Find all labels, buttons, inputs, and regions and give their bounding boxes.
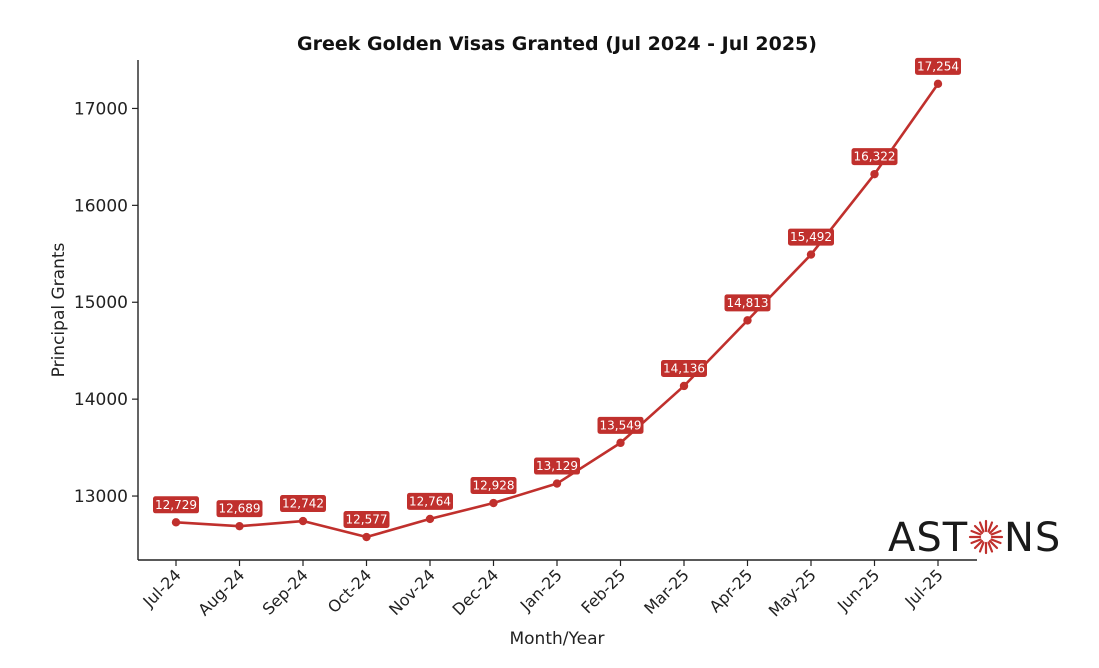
data-label-text: 12,742 bbox=[282, 497, 324, 511]
y-axis-label: Principal Grants bbox=[49, 243, 69, 378]
data-label: 12,928 bbox=[470, 477, 517, 495]
data-label-box bbox=[597, 416, 644, 434]
x-tick-label: Apr-25 bbox=[706, 565, 757, 616]
data-label-box bbox=[280, 495, 326, 513]
chart-title: Greek Golden Visas Granted (Jul 2024 - J… bbox=[297, 33, 817, 55]
x-tick-label: Jul-25 bbox=[901, 565, 947, 611]
x-tick-label: May-25 bbox=[765, 565, 820, 620]
data-label-text: 15,492 bbox=[790, 230, 832, 244]
data-label-text: 14,813 bbox=[727, 296, 769, 310]
y-tick-label: 17000 bbox=[74, 99, 128, 119]
data-label-text: 13,549 bbox=[600, 418, 642, 432]
data-point bbox=[489, 498, 498, 508]
series-line-group bbox=[171, 79, 943, 542]
data-label: 13,129 bbox=[534, 457, 580, 475]
x-tick-label: Mar-25 bbox=[640, 565, 693, 618]
y-tick-label: 16000 bbox=[74, 196, 128, 216]
data-label: 12,689 bbox=[216, 500, 263, 518]
x-tick-label: Feb-25 bbox=[577, 565, 629, 617]
data-label-box bbox=[534, 457, 580, 475]
data-point bbox=[743, 316, 752, 325]
data-label: 16,322 bbox=[851, 148, 898, 166]
data-point bbox=[806, 250, 816, 259]
data-label: 14,136 bbox=[661, 359, 707, 377]
data-point bbox=[616, 438, 625, 448]
x-tick-label: Nov-24 bbox=[385, 565, 439, 619]
y-ticks: 13000 14000 15000 16000 17000 bbox=[74, 99, 138, 507]
data-label-text: 12,729 bbox=[155, 498, 197, 512]
x-tick-label: Jul-24 bbox=[139, 565, 185, 611]
data-label-box bbox=[407, 492, 453, 510]
data-label-text: 12,689 bbox=[219, 502, 261, 516]
x-tick-label: Aug-24 bbox=[194, 565, 248, 619]
data-point bbox=[362, 532, 371, 542]
data-label-text: 16,322 bbox=[854, 150, 896, 164]
data-label-box bbox=[724, 294, 771, 312]
data-point bbox=[552, 479, 562, 488]
data-label-box bbox=[788, 228, 834, 246]
data-label: 15,492 bbox=[788, 228, 834, 246]
data-label-text: 13,129 bbox=[536, 459, 578, 473]
x-tick-label: Jan-25 bbox=[516, 565, 566, 615]
logo-text-left: AST bbox=[888, 515, 968, 561]
data-point bbox=[679, 381, 689, 391]
data-label-box bbox=[470, 477, 517, 495]
x-axis-label: Month/Year bbox=[509, 629, 604, 649]
data-point bbox=[298, 516, 308, 526]
data-label-box bbox=[216, 500, 263, 518]
data-labels-group: 12,729 12,689 12,742 12,577 12,764 12,928 13,1… bbox=[153, 57, 961, 529]
x-tick-label: Oct-24 bbox=[324, 565, 375, 616]
data-label: 14,813 bbox=[724, 294, 771, 312]
astons-logo: AST NS bbox=[888, 515, 1061, 561]
logo-text-right: NS bbox=[1004, 515, 1061, 561]
x-tick-label: Jun-25 bbox=[833, 565, 883, 615]
data-point bbox=[870, 169, 879, 179]
data-label-text: 12,577 bbox=[346, 513, 388, 527]
y-tick-label: 15000 bbox=[74, 293, 128, 313]
x-ticks: Jul-24 Aug-24 Sep-24 Oct-24 Nov-24 Dec-24 Jan-… bbox=[139, 560, 947, 621]
data-point bbox=[235, 521, 244, 531]
data-label: 12,764 bbox=[407, 492, 453, 510]
data-label-box bbox=[343, 511, 390, 529]
x-tick-label: Dec-24 bbox=[449, 565, 503, 619]
y-tick-label: 14000 bbox=[74, 390, 128, 410]
x-tick-label: Sep-24 bbox=[259, 565, 312, 618]
data-label-text: 12,764 bbox=[409, 494, 451, 508]
data-label: 12,729 bbox=[153, 496, 199, 514]
y-tick-label: 13000 bbox=[74, 487, 128, 507]
data-point bbox=[933, 79, 943, 89]
logo-star-icon bbox=[968, 519, 1004, 555]
data-label-box bbox=[661, 359, 707, 377]
data-point bbox=[171, 518, 181, 527]
data-label-box bbox=[851, 148, 898, 166]
data-label: 12,742 bbox=[280, 495, 326, 513]
data-point bbox=[425, 514, 435, 524]
data-label: 13,549 bbox=[597, 416, 644, 434]
data-label-box bbox=[153, 496, 199, 514]
data-label-box bbox=[915, 57, 961, 75]
data-label: 12,577 bbox=[343, 511, 390, 529]
data-label-text: 14,136 bbox=[663, 361, 705, 375]
data-label-text: 12,928 bbox=[473, 479, 515, 493]
data-label-text: 17,254 bbox=[917, 59, 959, 73]
data-label: 17,254 bbox=[915, 57, 961, 75]
